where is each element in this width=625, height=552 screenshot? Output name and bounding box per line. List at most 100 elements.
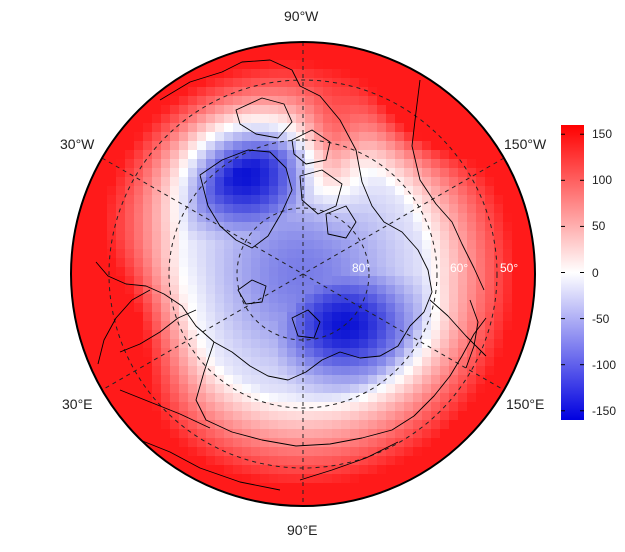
field-cell <box>125 339 135 349</box>
field-cell <box>422 312 432 322</box>
field-cell <box>278 267 288 277</box>
field-cell <box>224 51 234 61</box>
field-cell <box>215 186 225 196</box>
field-cell <box>206 321 216 331</box>
field-cell <box>305 294 315 304</box>
field-cell <box>359 492 369 502</box>
field-cell <box>476 249 486 259</box>
lon-label-upper-right: 150°W <box>504 136 547 152</box>
field-cell <box>125 411 135 421</box>
field-cell <box>89 366 99 376</box>
field-cell <box>251 60 261 70</box>
field-cell <box>323 339 333 349</box>
field-cell <box>341 393 351 403</box>
field-cell <box>368 294 378 304</box>
field-cell <box>449 240 459 250</box>
field-cell <box>224 429 234 439</box>
field-cell <box>116 375 126 385</box>
field-cell <box>287 501 297 506</box>
field-cell <box>350 438 360 448</box>
field-cell <box>494 213 504 223</box>
field-cell <box>467 105 477 115</box>
field-cell <box>368 177 378 187</box>
field-cell <box>377 258 387 268</box>
field-cell <box>260 330 270 340</box>
field-cell <box>143 195 153 205</box>
field-cell <box>287 87 297 97</box>
field-cell <box>350 123 360 133</box>
field-cell <box>422 159 432 169</box>
field-cell <box>233 375 243 385</box>
field-cell <box>476 195 486 205</box>
field-cell <box>341 465 351 475</box>
field-cell <box>359 69 369 79</box>
field-cell <box>440 429 450 439</box>
field-cell <box>359 321 369 331</box>
field-cell <box>368 105 378 115</box>
field-cell <box>197 456 207 466</box>
field-cell <box>116 330 126 340</box>
field-cell <box>170 78 180 88</box>
field-cell <box>458 348 468 358</box>
field-cell <box>206 357 216 367</box>
field-cell <box>152 186 162 196</box>
field-cell <box>512 276 522 286</box>
field-cell <box>440 375 450 385</box>
field-cell <box>107 357 117 367</box>
field-cell <box>395 132 405 142</box>
field-cell <box>521 321 531 331</box>
field-cell <box>449 213 459 223</box>
field-cell <box>197 168 207 178</box>
field-cell <box>188 177 198 187</box>
field-cell <box>278 168 288 178</box>
field-cell <box>440 186 450 196</box>
field-cell <box>458 132 468 142</box>
field-cell <box>323 186 333 196</box>
field-cell <box>359 213 369 223</box>
field-cell <box>323 375 333 385</box>
field-cell <box>251 267 261 277</box>
field-cell <box>305 411 315 421</box>
field-cell <box>332 447 342 457</box>
field-cell <box>269 492 279 502</box>
field-cell <box>278 105 288 115</box>
field-cell <box>494 132 504 142</box>
field-cell <box>350 456 360 466</box>
field-cell <box>413 411 423 421</box>
field-cell <box>206 402 216 412</box>
field-cell <box>485 339 495 349</box>
field-cell <box>98 213 108 223</box>
field-cell <box>305 474 315 484</box>
field-cell <box>296 429 306 439</box>
field-cell <box>395 168 405 178</box>
field-cell <box>224 249 234 259</box>
field-cell <box>287 465 297 475</box>
field-cell <box>530 240 535 250</box>
field-cell <box>305 501 315 506</box>
field-cell <box>404 105 414 115</box>
field-cell <box>269 267 279 277</box>
field-cell <box>152 375 162 385</box>
field-cell <box>242 357 252 367</box>
field-cell <box>206 159 216 169</box>
field-cell <box>296 168 306 178</box>
field-cell <box>341 87 351 97</box>
field-cell <box>107 276 117 286</box>
field-cell <box>341 222 351 232</box>
field-cell <box>197 123 207 133</box>
field-cell <box>467 312 477 322</box>
field-cell <box>467 276 477 286</box>
field-cell <box>386 366 396 376</box>
field-cell <box>107 249 117 259</box>
field-cell <box>431 213 441 223</box>
field-cell <box>476 366 486 376</box>
field-cell <box>269 150 279 160</box>
field-cell <box>521 186 531 196</box>
field-cell <box>467 168 477 178</box>
field-cell <box>287 456 297 466</box>
field-cell <box>368 339 378 349</box>
field-cell <box>404 348 414 358</box>
field-cell <box>422 249 432 259</box>
field-cell <box>386 105 396 115</box>
field-cell <box>179 348 189 358</box>
